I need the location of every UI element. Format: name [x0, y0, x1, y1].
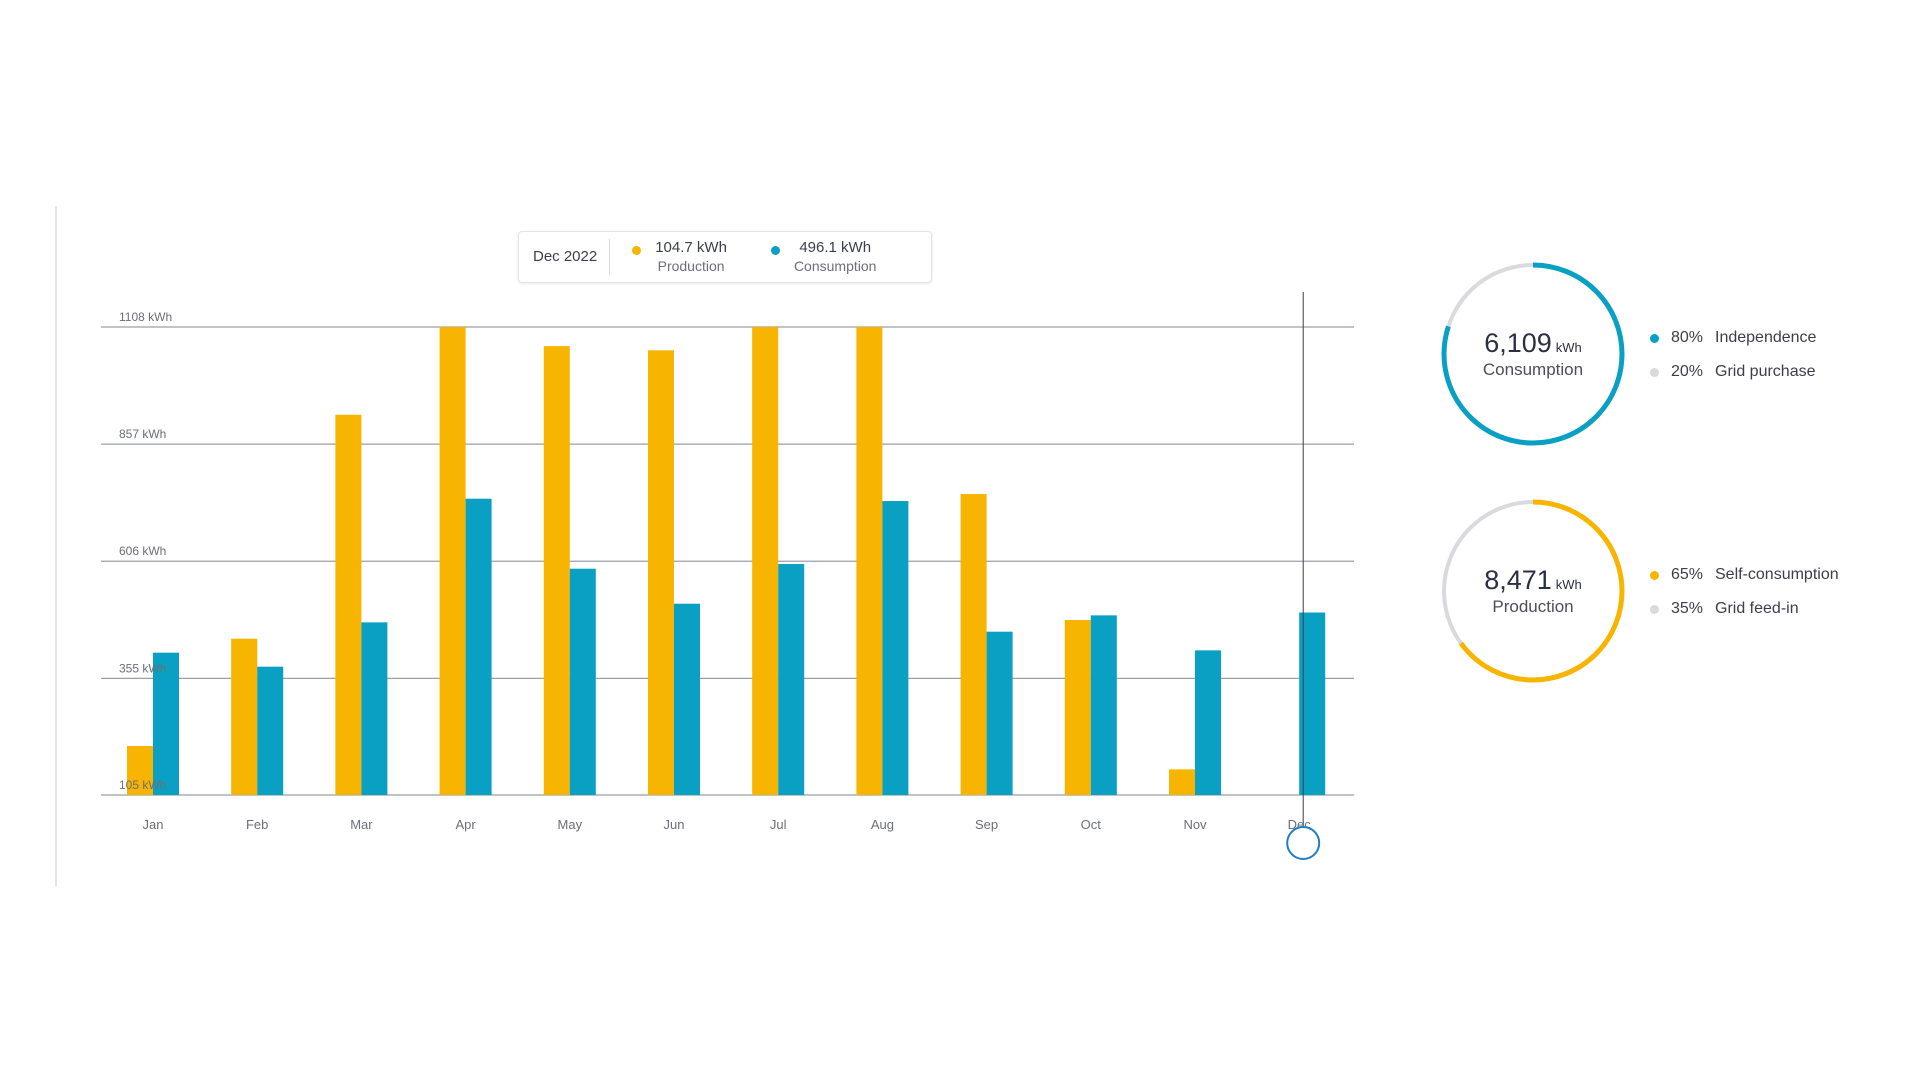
consumption-legend: 80% Independence 20% Grid purchase: [1650, 321, 1816, 389]
production-dot-icon: [632, 246, 642, 255]
grid-purchase-pct: 20%: [1671, 363, 1704, 380]
production-bar-apr[interactable]: [439, 327, 466, 795]
production-ring-arc: [1441, 499, 1625, 683]
consumption-bar-jan[interactable]: [153, 652, 179, 795]
y-tick-label-105: 105 kWh: [119, 778, 166, 792]
self-consumption-dot-icon: [1650, 570, 1659, 580]
consumption-total: 6,109: [1484, 328, 1552, 358]
production-bar-nov[interactable]: [1169, 769, 1195, 795]
legend-independence: 80% Independence: [1650, 321, 1816, 355]
tooltip-consumption-label: Consumption: [793, 258, 877, 274]
consumption-ring-arc: [1441, 262, 1625, 446]
x-tick-label-oct: Oct: [1081, 817, 1102, 832]
x-tick-label-nov: Nov: [1183, 817, 1207, 832]
tooltip-production-value: 104.7 kWh: [655, 239, 727, 256]
independence-label: Independence: [1715, 329, 1817, 346]
x-tick-label-aug: Aug: [871, 817, 894, 832]
consumption-bar-aug[interactable]: [882, 501, 909, 795]
production-bar-may[interactable]: [543, 346, 570, 795]
production-total: 8,471: [1484, 565, 1552, 595]
production-ring: 8,471 kWh Production: [1438, 496, 1628, 686]
x-tick-label-may: May: [558, 817, 583, 832]
consumption-bar-sep[interactable]: [986, 631, 1013, 795]
consumption-bar-jun[interactable]: [674, 603, 700, 795]
independence-pct: 80%: [1671, 329, 1704, 346]
consumption-bar-oct[interactable]: [1090, 615, 1117, 795]
production-bar-mar[interactable]: [335, 414, 362, 795]
x-tick-label-apr: Apr: [455, 817, 476, 832]
tooltip-consumption: 496.1 kWh Consumption: [770, 238, 877, 276]
production-bar-oct[interactable]: [1064, 620, 1091, 795]
production-bar-aug[interactable]: [856, 327, 883, 795]
x-tick-label-jun: Jun: [664, 817, 685, 832]
consumption-bar-feb[interactable]: [257, 666, 284, 795]
production-bar-sep[interactable]: [960, 494, 987, 795]
grid-feed-in-label: Grid feed-in: [1715, 600, 1799, 617]
tooltip-consumption-value: 496.1 kWh: [799, 239, 872, 256]
production-bar-jan[interactable]: [127, 746, 153, 795]
y-tick-label-355: 355 kWh: [119, 661, 166, 675]
production-bar-feb[interactable]: [231, 638, 258, 795]
legend-self-consumption: 65% Self-consumption: [1650, 558, 1839, 592]
production-caption: Production: [1492, 597, 1574, 616]
grid-purchase-label: Grid purchase: [1715, 363, 1816, 380]
tooltip-date: Dec 2022: [519, 239, 611, 275]
legend-grid-purchase: 20% Grid purchase: [1650, 355, 1816, 389]
consumption-bar-nov[interactable]: [1195, 650, 1221, 795]
self-consumption-pct: 65%: [1671, 566, 1704, 583]
production-bar-jul[interactable]: [752, 327, 779, 795]
x-tick-label-feb: Feb: [246, 817, 268, 832]
consumption-summary: 6,109 kWh Consumption 80% Independence 20…: [1438, 259, 1898, 449]
tooltip-production: 104.7 kWh Production: [632, 238, 727, 276]
consumption-dot-icon: [770, 246, 780, 255]
production-summary: 8,471 kWh Production 65% Self-consumption…: [1438, 496, 1898, 686]
grid-feed-in-pct: 35%: [1671, 600, 1704, 617]
hover-cursor-handle[interactable]: [1286, 826, 1321, 860]
y-tick-label-857: 857 kWh: [119, 427, 166, 441]
y-tick-label-606: 606 kWh: [119, 544, 166, 558]
x-tick-label-sep: Sep: [975, 817, 998, 832]
legend-grid-feed-in: 35% Grid feed-in: [1650, 592, 1839, 626]
grid-purchase-dot-icon: [1650, 367, 1659, 377]
consumption-ring: 6,109 kWh Consumption: [1438, 259, 1628, 449]
x-tick-label-jan: Jan: [143, 817, 164, 832]
self-consumption-label: Self-consumption: [1715, 566, 1839, 583]
production-legend: 65% Self-consumption 35% Grid feed-in: [1650, 558, 1839, 626]
x-tick-label-jul: Jul: [770, 817, 787, 832]
production-bar-jun[interactable]: [648, 350, 674, 795]
consumption-bar-apr[interactable]: [465, 498, 492, 795]
grid-feed-in-dot-icon: [1650, 604, 1659, 614]
x-tick-label-mar: Mar: [350, 817, 373, 832]
tooltip-production-label: Production: [657, 258, 725, 274]
y-tick-label-1108: 1108 kWh: [119, 310, 172, 324]
production-unit: kWh: [1555, 577, 1582, 592]
consumption-bar-may[interactable]: [569, 568, 596, 795]
consumption-caption: Consumption: [1482, 360, 1584, 379]
chart-tooltip: Dec 2022 104.7 kWh Production 496.1 kWh …: [518, 231, 932, 283]
consumption-bar-jul[interactable]: [778, 564, 805, 795]
consumption-unit: kWh: [1555, 340, 1582, 355]
consumption-bar-mar[interactable]: [361, 622, 388, 795]
independence-dot-icon: [1650, 333, 1659, 343]
